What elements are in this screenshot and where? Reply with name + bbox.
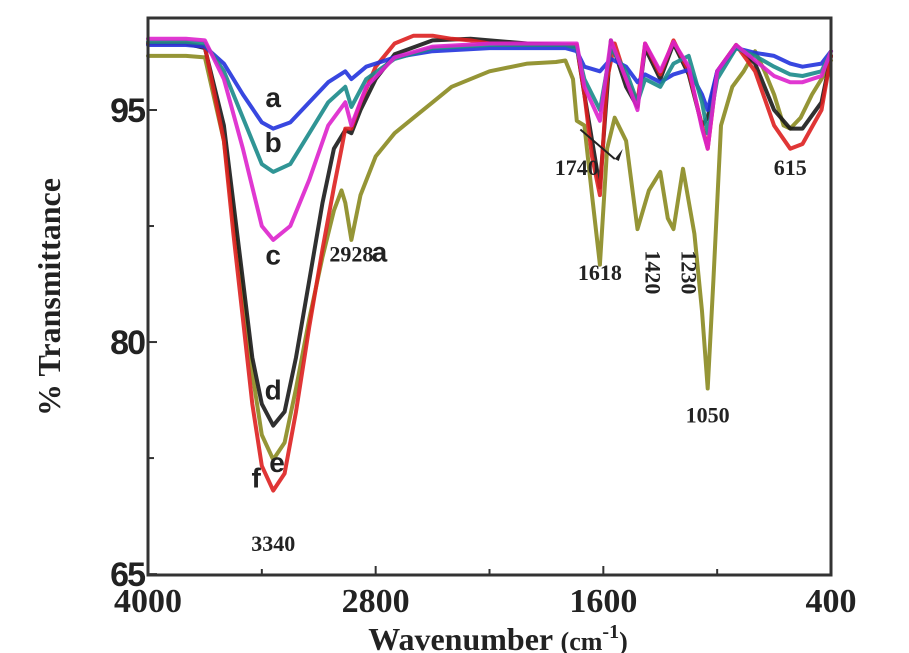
y-tick-label: 65 <box>110 556 145 594</box>
x-axis-ticks: 4000 2800 1600 400 <box>114 566 857 620</box>
peak-label-1740: 1740 <box>555 155 599 180</box>
x-axis-title-main: Wavenumber <box>368 621 560 653</box>
spectra-curves <box>146 33 833 493</box>
curve-label-a: a <box>265 82 281 113</box>
curve-label-d: d <box>265 374 282 405</box>
peak-label-1230: 1230 <box>677 250 702 294</box>
peak-label-615: 615 <box>774 155 807 180</box>
x-tick-label: 1600 <box>569 583 637 620</box>
curve-label-b: b <box>265 127 282 158</box>
annotation-arrow <box>579 128 616 160</box>
peak-label-2928: 2928 <box>329 242 373 267</box>
y-tick-label: 80 <box>110 324 145 362</box>
x-axis-title-close: ) <box>619 627 628 653</box>
peak-annotations: 3340 2928 1740 1618 1420 1230 1050 615 <box>251 128 807 556</box>
curve-c <box>146 36 833 242</box>
x-tick-label: 400 <box>806 583 857 620</box>
curve-label-f: f <box>251 462 261 493</box>
x-tick-label: 2800 <box>342 583 410 620</box>
peak-label-1618: 1618 <box>578 260 622 285</box>
y-axis-title: % Transmittance <box>31 178 67 416</box>
peak-label-3340: 3340 <box>251 531 295 556</box>
y-axis-ticks: 95 80 65 <box>110 92 157 594</box>
x-tick-label: 4000 <box>114 583 182 620</box>
arrow-head-icon <box>614 148 623 161</box>
x-axis-title-unit: (cm <box>561 627 603 653</box>
curve-label-e: e <box>269 447 285 478</box>
peak-label-1050: 1050 <box>686 402 730 427</box>
curve-label-c: c <box>265 240 281 271</box>
y-tick-label: 95 <box>110 92 145 130</box>
x-axis-title: Wavenumber (cm-1) <box>368 621 628 653</box>
curve-label-a: a <box>372 237 388 268</box>
peak-label-1420: 1420 <box>640 250 665 294</box>
x-axis-title-sup: -1 <box>602 621 619 643</box>
curve-e <box>146 49 833 462</box>
